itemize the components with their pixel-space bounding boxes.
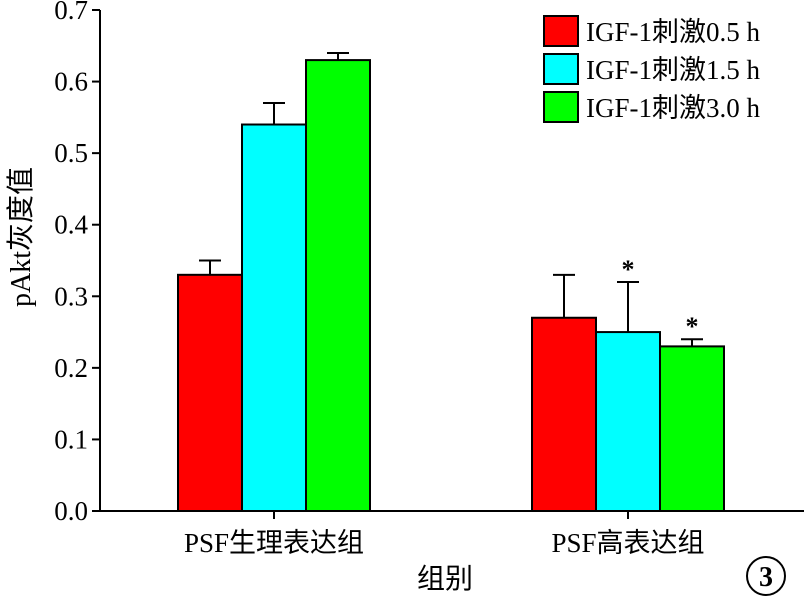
- legend-swatch: [543, 53, 579, 85]
- legend-swatch: [543, 15, 579, 47]
- legend-swatch: [543, 91, 579, 123]
- significance-mark: *: [686, 312, 699, 341]
- panel-badge: 3: [746, 556, 786, 596]
- panel-badge-circle: [746, 556, 786, 596]
- y-tick-label: 0.4: [54, 210, 88, 240]
- x-axis-title: 组别: [417, 563, 473, 595]
- y-tick-label: 0.6: [54, 67, 88, 97]
- x-tick-label: PSF生理表达组: [184, 528, 364, 558]
- bar: [177, 273, 243, 513]
- legend-label: IGF-1刺激0.5 h: [586, 17, 760, 47]
- y-axis-title: pAkt灰度值: [5, 167, 37, 307]
- legend-label: IGF-1刺激3.0 h: [586, 93, 760, 123]
- significance-mark: *: [622, 255, 635, 284]
- bar: [241, 123, 307, 512]
- y-tick-label: 0.3: [54, 281, 88, 311]
- y-tick-label: 0.7: [54, 0, 88, 25]
- legend: IGF-1刺激0.5 h IGF-1刺激1.5 h IGF-1刺激3.0 h: [543, 15, 760, 123]
- x-tick-label: PSF高表达组: [551, 528, 704, 558]
- bar: [305, 59, 371, 512]
- y-tick-label: 0.5: [54, 138, 88, 168]
- y-tick-label: 0.2: [54, 353, 88, 383]
- bar: [659, 345, 725, 512]
- bars-group: **: [177, 51, 725, 513]
- legend-label: IGF-1刺激1.5 h: [586, 55, 760, 85]
- axes: 0.0 0.1 0.2 0.3 0.4 0.5 0.6 0.7 PSF生理表达组 PSF高表达组: [54, 0, 804, 558]
- bar: [531, 316, 597, 512]
- y-tick-label: 0.1: [54, 424, 88, 454]
- bar: [595, 331, 661, 513]
- panel-badge-label: 3: [759, 562, 773, 593]
- y-tick-label: 0.0: [54, 496, 88, 526]
